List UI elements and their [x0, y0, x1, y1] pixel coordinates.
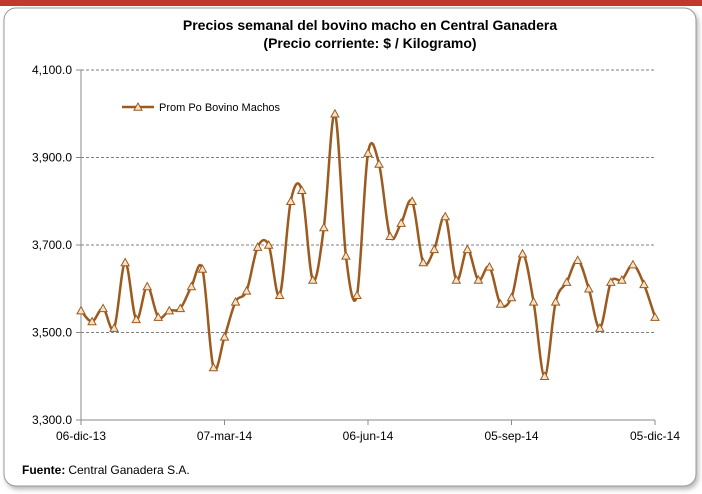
data-point — [528, 296, 539, 306]
data-point — [495, 299, 506, 308]
data-point — [418, 257, 429, 267]
data-point — [252, 242, 263, 251]
data-point — [307, 274, 318, 284]
x-tick-label: 05-dic-14 — [630, 429, 680, 443]
data-point — [109, 323, 119, 332]
data-point — [98, 303, 108, 313]
data-point — [208, 362, 219, 372]
data-point — [517, 248, 528, 258]
data-point — [462, 244, 473, 254]
chart-subtitle: (Precio corriente: $ / Kilogramo) — [263, 35, 476, 51]
data-point — [440, 211, 451, 221]
data-point — [594, 323, 605, 332]
data-point — [473, 274, 484, 284]
data-point — [539, 371, 550, 380]
data-point — [153, 312, 164, 321]
data-point — [197, 264, 208, 273]
data-point — [330, 108, 340, 118]
data-point — [628, 259, 638, 269]
data-point — [617, 274, 627, 284]
y-tick-label: 3,500.0 — [32, 326, 72, 340]
data-point — [374, 159, 384, 168]
data-point — [87, 316, 97, 326]
data-point — [164, 305, 175, 315]
data-point — [142, 281, 153, 291]
data-point — [639, 279, 649, 289]
data-point — [274, 290, 285, 300]
source-label: Fuente: — [22, 463, 65, 477]
source-note: Fuente: Central Ganadera S.A. — [22, 463, 190, 477]
y-tick-label: 3,900.0 — [32, 151, 72, 165]
data-point — [241, 285, 252, 295]
top-strip — [0, 0, 702, 6]
y-tick-label: 4,100.0 — [32, 63, 72, 77]
data-point — [285, 196, 296, 205]
legend-marker — [133, 101, 143, 111]
data-point — [550, 296, 561, 306]
data-point — [506, 292, 517, 302]
frame — [3, 7, 697, 487]
data-point — [219, 331, 230, 341]
data-point — [396, 218, 406, 227]
data-point — [363, 148, 373, 157]
data-point — [131, 314, 142, 324]
data-point — [263, 239, 274, 249]
data-point — [341, 250, 351, 260]
data-point — [385, 231, 395, 240]
legend-label: Prom Po Bovino Machos — [159, 102, 281, 114]
data-point — [561, 277, 572, 286]
x-tick-label: 06-dic-13 — [56, 429, 106, 443]
data-point — [605, 277, 616, 286]
data-point — [76, 305, 86, 315]
y-tick-label: 3,700.0 — [32, 238, 72, 252]
data-point — [120, 257, 131, 267]
y-tick-label: 3,300.0 — [32, 413, 72, 427]
data-point — [318, 222, 329, 232]
data-point — [352, 290, 362, 300]
data-point — [186, 281, 197, 291]
plot-area: 3,300.0 3,500.0 3,700.0 3,900.0 4,100.0 06-di… — [32, 63, 680, 443]
x-tick-label: 07-mar-14 — [197, 429, 253, 443]
chart-title: Precios semanal del bovino macho en Cent… — [183, 17, 557, 33]
x-tick-label: 06-jun-14 — [343, 429, 394, 443]
x-tick-label: 05-sep-14 — [484, 429, 538, 443]
data-point — [451, 274, 462, 284]
data-point — [484, 261, 495, 271]
data-point — [572, 255, 583, 265]
data-point — [650, 312, 660, 321]
data-point — [407, 196, 418, 205]
data-point — [175, 303, 186, 313]
data-point — [230, 296, 241, 306]
source-text: Central Ganadera S.A. — [68, 463, 189, 477]
data-point — [296, 185, 307, 195]
data-point — [429, 244, 440, 254]
data-point — [583, 283, 594, 293]
